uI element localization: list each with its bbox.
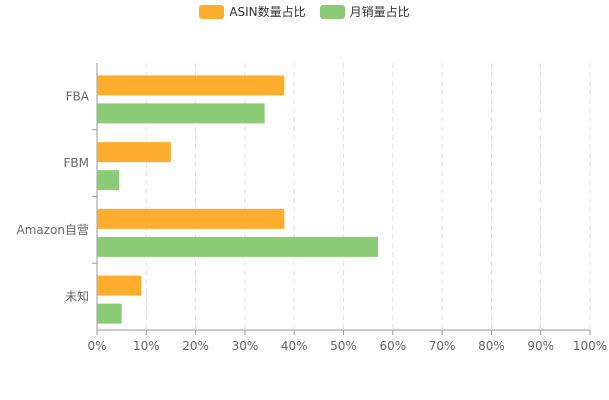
y-category-label: FBA xyxy=(66,89,90,103)
x-tick-label: 20% xyxy=(182,339,209,353)
bar-sales[interactable] xyxy=(97,236,379,257)
legend-item-sales[interactable]: 月销量占比 xyxy=(319,3,410,20)
legend-label-sales: 月销量占比 xyxy=(349,5,410,19)
legend-item-asin[interactable]: ASIN数量占比 xyxy=(199,3,306,20)
y-category-label: 未知 xyxy=(65,290,89,304)
bar-sales[interactable] xyxy=(97,103,265,124)
bar-asin[interactable] xyxy=(97,275,142,296)
legend-swatch-sales xyxy=(319,4,345,19)
x-tick-label: 100% xyxy=(573,339,607,353)
bar-asin[interactable] xyxy=(97,75,285,96)
bar-sales[interactable] xyxy=(97,303,122,324)
x-tick-label: 60% xyxy=(379,339,406,353)
y-category-label: Amazon自营 xyxy=(17,223,90,237)
x-tick-label: 90% xyxy=(527,339,554,353)
x-tick-label: 10% xyxy=(133,339,160,353)
x-tick-label: 40% xyxy=(281,339,308,353)
x-tick-label: 50% xyxy=(330,339,357,353)
x-tick-label: 70% xyxy=(429,339,456,353)
bar-asin[interactable] xyxy=(97,208,285,229)
bar-asin[interactable] xyxy=(97,142,171,163)
legend-label-asin: ASIN数量占比 xyxy=(229,5,306,19)
x-tick-label: 80% xyxy=(478,339,505,353)
y-category-label: FBM xyxy=(64,156,90,170)
bar-sales[interactable] xyxy=(97,170,120,191)
x-tick-label: 30% xyxy=(232,339,259,353)
x-tick-label: 0% xyxy=(87,339,106,353)
legend: ASIN数量占比 月销量占比 xyxy=(0,3,609,20)
legend-swatch-asin xyxy=(199,4,225,19)
